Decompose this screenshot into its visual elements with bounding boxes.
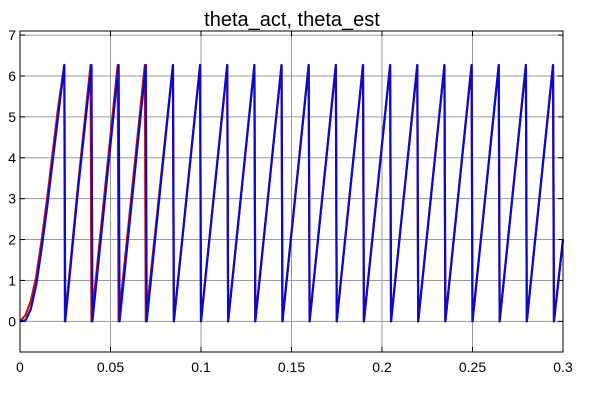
- chart-title: theta_act, theta_est: [204, 9, 380, 31]
- x-tick-label: 0.25: [459, 359, 486, 375]
- x-tick-label: 0: [16, 359, 24, 375]
- y-tick-label: 2: [8, 232, 16, 248]
- y-tick-label: 1: [8, 272, 16, 288]
- x-tick-label: 0.1: [191, 359, 211, 375]
- grid: [19, 31, 564, 352]
- y-tick-label: 4: [8, 150, 16, 166]
- y-tick-label: 7: [8, 27, 16, 43]
- series-line-2: [19, 63, 565, 323]
- x-tick-label: 0.05: [97, 359, 124, 375]
- x-tick-label: 0.3: [553, 359, 573, 375]
- y-tick-label: 6: [8, 68, 16, 84]
- y-tick-label: 3: [8, 191, 16, 207]
- axis-ticks: 0 0.05 0.1 0.15 0.2 0.25 0.3 0 1 2 3 4 5 6 7: [8, 27, 573, 375]
- x-tick-label: 0.15: [278, 359, 305, 375]
- series-layer: [19, 63, 565, 323]
- y-tick-label: 0: [8, 313, 16, 329]
- y-tick-label: 5: [8, 109, 16, 125]
- x-tick-label: 0.2: [372, 359, 392, 375]
